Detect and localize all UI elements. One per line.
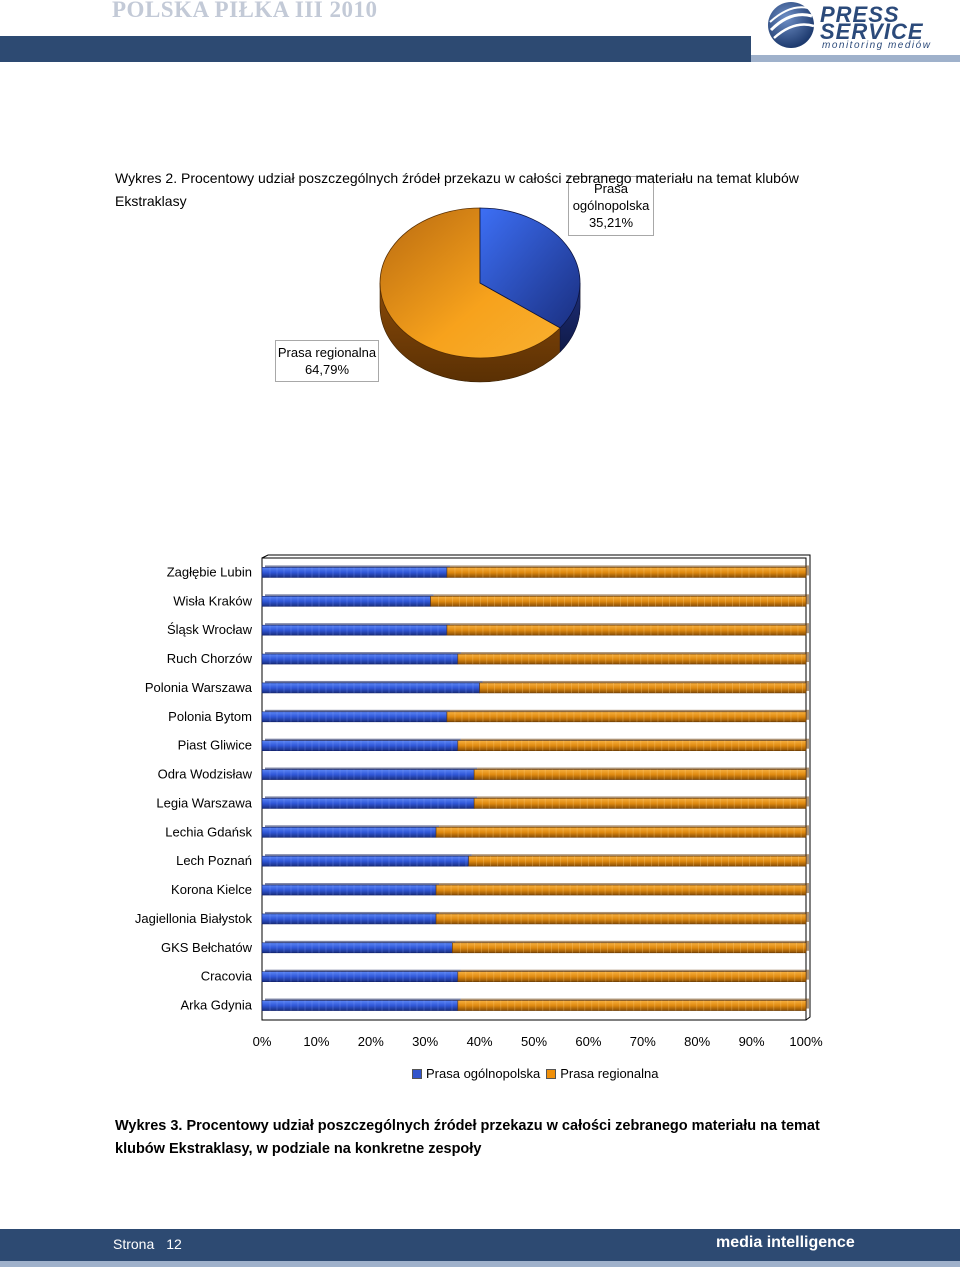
bar-ogolnopolska — [261, 682, 480, 694]
pie-label-line: Prasa regionalna — [277, 345, 377, 360]
logo-word-service: SERVICE — [820, 19, 924, 44]
category-label: Polonia Warszawa — [145, 680, 253, 695]
category-label: Odra Wodzisław — [158, 767, 253, 782]
bar-ogolnopolska — [261, 971, 459, 982]
figure-caption-2: Wykres 2. Procentowy udział poszczególny… — [115, 170, 799, 209]
pie-slice-ogolnopolska — [479, 207, 581, 329]
logo-subtitle: monitoring mediów — [822, 40, 932, 51]
bar-ogolnopolska — [261, 1000, 459, 1011]
legend-item-regionalna: Prasa regionalna — [546, 1066, 659, 1081]
x-tick-label: 80% — [684, 1034, 710, 1049]
category-label: Korona Kielce — [171, 882, 252, 897]
pie-label-value: 35,21% — [588, 215, 634, 230]
category-label: Lechia Gdańsk — [165, 824, 252, 839]
bar-ogolnopolska — [261, 711, 448, 723]
x-tick-label: 90% — [739, 1034, 765, 1049]
bar-regionalna — [457, 1000, 807, 1011]
pie-chart-svg — [379, 207, 581, 383]
legend-swatch-blue — [412, 1068, 422, 1079]
page-number-value: 12 — [166, 1236, 182, 1252]
category-label: Ruch Chorzów — [167, 651, 253, 666]
plot-area-depth — [261, 554, 811, 1021]
category-label: Wisła Kraków — [173, 593, 252, 608]
x-tick-label: 10% — [303, 1034, 329, 1049]
pie-label-regionalna: Prasa regionalna 64,79% — [275, 340, 379, 382]
pie-chart: Prasa ogólnopolska 35,21% Prasa regional… — [0, 0, 960, 460]
x-tick-label: 20% — [358, 1034, 384, 1049]
bar-regionalna — [435, 827, 807, 838]
category-label: Arka Gdynia — [180, 998, 252, 1013]
category-label: Lech Poznań — [176, 853, 252, 868]
header-bar — [0, 36, 751, 62]
x-tick-label: 40% — [467, 1034, 493, 1049]
footer-brand: media intelligence — [716, 1234, 855, 1251]
stacked-bar-chart: Zagłębie Lubin Wisła Kraków Śląsk Wrocław R… — [135, 554, 823, 1049]
x-tick-label: 30% — [412, 1034, 438, 1049]
document-header-title: POLSKA PIŁKA III 2010 — [112, 0, 378, 22]
pie-label-value: 64,79% — [304, 362, 350, 377]
bar-regionalna — [446, 567, 807, 578]
press-service-logo: PRESS SERVICE monitoring mediów — [764, 0, 954, 52]
bar-regionalna — [446, 624, 807, 636]
chart-legend: Prasa ogólnopolska Prasa regionalna — [412, 1066, 665, 1081]
x-tick-label: 60% — [575, 1034, 601, 1049]
header-bar-accent — [751, 55, 960, 62]
bar-regionalna — [446, 711, 807, 723]
category-label: Zagłębie Lubin — [167, 564, 252, 579]
bar-regionalna — [473, 769, 807, 780]
bar-ogolnopolska — [261, 653, 459, 665]
footer-bar — [0, 1229, 960, 1261]
bar-regionalna — [468, 855, 807, 867]
x-tick-label: 70% — [630, 1034, 656, 1049]
page-number: Strona 12 — [113, 1236, 182, 1252]
category-label: Legia Warszawa — [156, 795, 252, 810]
figure-caption-3: Wykres 3. Procentowy udział poszczególny… — [115, 1118, 820, 1157]
plot-area-frame — [261, 557, 807, 1021]
legend-label: Prasa ogólnopolska — [426, 1066, 541, 1081]
bar-ogolnopolska — [261, 567, 448, 578]
x-tick-label: 50% — [521, 1034, 547, 1049]
legend-item-ogolnopolska: Prasa ogólnopolska — [412, 1066, 540, 1081]
footer-bar-accent — [0, 1261, 960, 1267]
pie-label-ogolnopolska: Prasa ogólnopolska 35,21% — [568, 176, 654, 236]
category-label: Śląsk Wrocław — [167, 622, 253, 637]
pie-label-line: ogólnopolska — [572, 198, 650, 213]
bar-regionalna — [479, 682, 807, 694]
bar-regionalna — [473, 798, 807, 809]
bar-regionalna — [457, 971, 807, 982]
pie-label-line: Prasa — [594, 181, 628, 196]
bar-ogolnopolska — [261, 740, 459, 751]
x-tick-label: 100% — [789, 1034, 823, 1049]
pie-slice-regionalna — [379, 207, 561, 359]
category-label: Jagiellonia Białystok — [135, 911, 253, 926]
bar-ogolnopolska — [261, 596, 431, 607]
logo-word-press: PRESS — [820, 2, 900, 27]
bar-regionalna — [435, 913, 807, 925]
category-label: Cracovia — [201, 969, 253, 984]
bar-regionalna — [430, 596, 807, 607]
category-label: GKS Bełchatów — [161, 940, 253, 955]
category-label: Polonia Bytom — [168, 709, 252, 724]
globe-icon — [768, 2, 815, 48]
bar-regionalna — [435, 884, 807, 896]
page-label: Strona — [113, 1236, 155, 1252]
x-tick-label: 0% — [253, 1034, 272, 1049]
bar-regionalna — [457, 653, 807, 665]
legend-swatch-orange — [546, 1068, 557, 1079]
bar-ogolnopolska — [261, 624, 448, 636]
bar-regionalna — [452, 942, 807, 954]
legend-label: Prasa regionalna — [560, 1066, 659, 1081]
category-label: Piast Gliwice — [178, 738, 252, 753]
bar-regionalna — [457, 740, 807, 751]
